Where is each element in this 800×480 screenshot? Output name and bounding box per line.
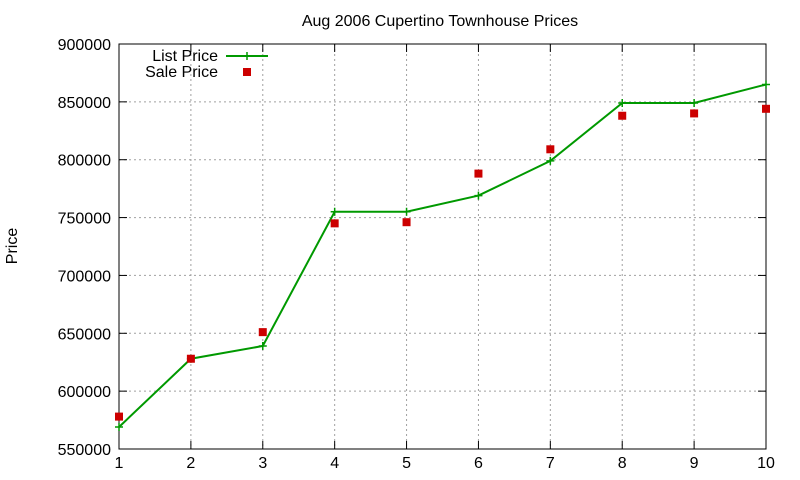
data-series [115, 80, 770, 432]
data-point [402, 207, 411, 216]
data-point [546, 156, 555, 165]
series-line [118, 83, 767, 428]
chart-title: Aug 2006 Cupertino Townhouse Prices [302, 13, 578, 30]
data-point [115, 412, 123, 421]
x-tick-label: 9 [690, 455, 699, 472]
y-tick-label: 600000 [58, 384, 111, 401]
x-tick-label: 7 [546, 455, 555, 472]
data-point [115, 423, 123, 432]
y-axis-label: Price [4, 228, 21, 265]
series-sale-price [115, 104, 770, 421]
x-tick-label: 6 [474, 455, 483, 472]
legend-swatch-marker [243, 52, 251, 60]
data-point [474, 169, 483, 178]
y-tick-label: 700000 [58, 268, 111, 285]
data-point [474, 191, 483, 200]
legend-swatch-marker [243, 68, 251, 76]
x-tick-label: 10 [757, 455, 775, 472]
data-point [258, 342, 267, 351]
data-point [690, 99, 699, 108]
axes: 550000 600000 650000 700000 750000 800000 8500… [58, 37, 775, 472]
x-tick-label: 1 [115, 455, 124, 472]
y-tick-label: 550000 [58, 442, 111, 459]
x-tick-label: 4 [330, 455, 339, 472]
data-point [330, 207, 339, 216]
data-point [186, 354, 195, 363]
x-tick-label: 3 [258, 455, 267, 472]
y-tick-label: 850000 [58, 95, 111, 112]
x-tick-label: 2 [186, 455, 195, 472]
series-list-price [115, 80, 770, 432]
data-point [762, 104, 770, 113]
x-tick-label: 5 [402, 455, 411, 472]
data-point [762, 80, 770, 89]
data-point [690, 109, 699, 118]
legend-label: Sale Price [145, 64, 218, 81]
grid-lines [119, 44, 766, 449]
x-tick-label: 8 [618, 455, 627, 472]
data-point [546, 145, 555, 154]
y-tick-label: 650000 [58, 326, 111, 343]
y-tick-label: 900000 [58, 37, 111, 54]
data-point [618, 99, 627, 108]
data-point [402, 218, 411, 227]
y-tick-label: 800000 [58, 153, 111, 170]
plot-frame [118, 43, 767, 450]
y-tick-label: 750000 [58, 211, 111, 228]
data-point [258, 328, 267, 337]
data-point [618, 111, 627, 120]
legend-label: List Price [152, 48, 218, 65]
data-point [330, 219, 339, 228]
